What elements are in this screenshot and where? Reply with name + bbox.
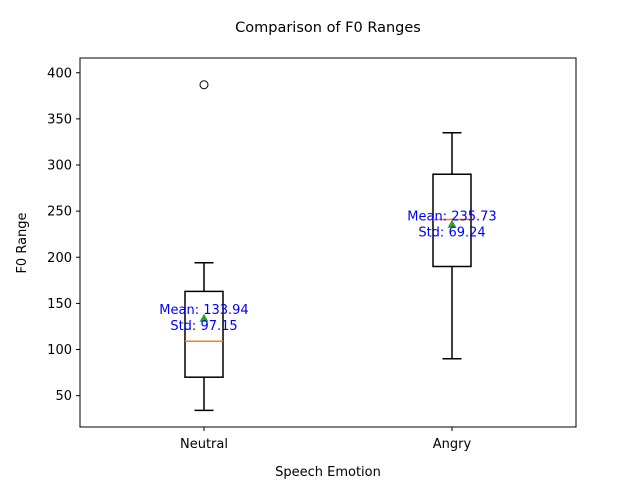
box-neutral [184, 290, 224, 378]
chart-title: Comparison of F0 Ranges [235, 20, 421, 36]
y-tick-label: 350 [47, 112, 72, 127]
mean-marker [447, 219, 457, 228]
y-tick-label: 300 [47, 159, 72, 174]
box-angry [432, 173, 472, 268]
annotation-std: Std: 69.24 [418, 225, 485, 240]
axes-frame [79, 57, 577, 428]
x-tick-label-angry: Angry [433, 437, 472, 452]
x-axis-label: Speech Emotion [275, 465, 381, 480]
outlier-point [199, 80, 209, 90]
y-tick-label: 200 [47, 251, 72, 266]
y-tick-label: 250 [47, 205, 72, 220]
y-tick-label: 400 [47, 66, 72, 81]
plot-area: 50 100 150 200 250 300 350 400 Neutral Mean: 133.… [47, 57, 577, 452]
mean-marker [199, 313, 209, 322]
y-axis-label: F0 Range [15, 212, 30, 273]
x-tick-label-neutral: Neutral [180, 437, 228, 452]
y-tick-label: 150 [47, 297, 72, 312]
annotation-mean: Mean: 235.73 [407, 209, 496, 224]
y-tick-label: 100 [47, 343, 72, 358]
y-tick-label: 50 [55, 389, 72, 404]
annotation-std: Std: 97.15 [170, 319, 237, 334]
annotation-mean: Mean: 133.94 [159, 303, 248, 318]
